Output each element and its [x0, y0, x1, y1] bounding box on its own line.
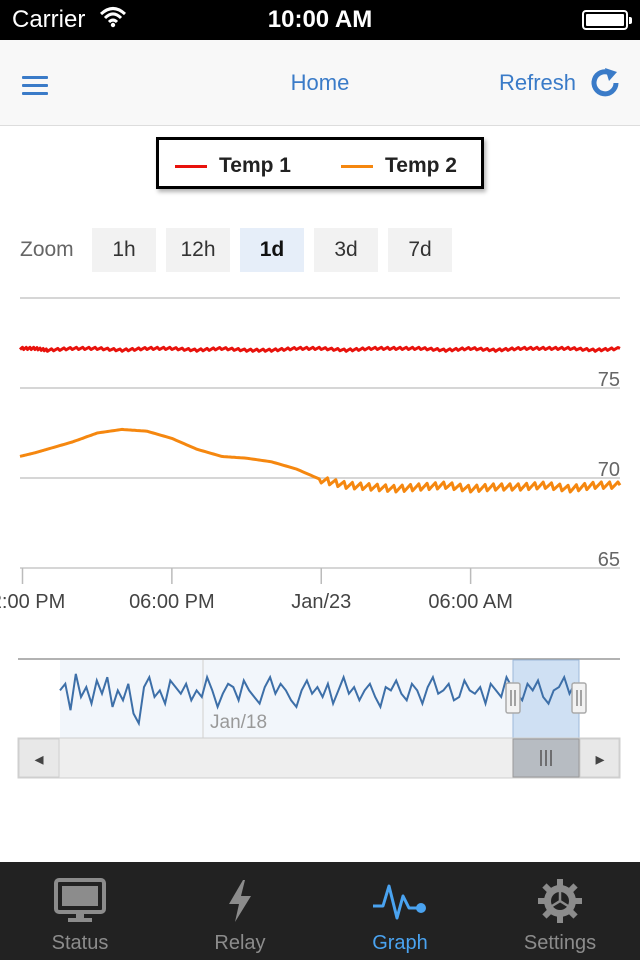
chart-legend: Temp 1 Temp 2 — [156, 137, 484, 189]
x-tick-label: Jan/23 — [291, 591, 351, 613]
tab-label: Status — [51, 932, 109, 954]
navigator-date-label: Jan/18 — [210, 712, 267, 733]
wifi-icon — [99, 6, 127, 33]
x-tick-label: 12:00 PM — [0, 591, 65, 613]
zoom-1h-button[interactable]: 1h — [92, 228, 156, 272]
legend-item-temp-1[interactable]: Temp 1 — [175, 154, 291, 178]
refresh-icon — [591, 68, 619, 97]
scrollbar-right-arrow-icon: ▸ — [595, 749, 604, 770]
tab-bar: Status Relay Graph — [0, 862, 640, 960]
temperature-chart[interactable]: 75 70 65 12:00 PM 06:00 PM Jan/23 06:00 AM — [0, 280, 640, 620]
refresh-button[interactable]: Refresh — [499, 66, 622, 100]
page-title: Home — [290, 70, 350, 95]
navigator-series-line — [59, 673, 581, 727]
y-tick-label: 65 — [598, 549, 620, 571]
legend-swatch — [341, 164, 373, 168]
legend-label: Temp 1 — [219, 154, 291, 177]
monitor-icon — [54, 878, 106, 929]
menu-icon[interactable] — [22, 76, 48, 96]
lightning-icon — [225, 878, 255, 929]
carrier-label: Carrier — [12, 6, 86, 33]
zoom-label: Zoom — [20, 238, 74, 261]
tab-label: Relay — [214, 932, 266, 954]
x-tick-label: 06:00 AM — [428, 591, 513, 613]
y-tick-label: 75 — [598, 369, 620, 391]
x-tick-label: 06:00 PM — [129, 591, 215, 613]
refresh-label: Refresh — [498, 70, 576, 95]
battery-icon — [582, 10, 632, 30]
tab-graph[interactable]: Graph — [320, 862, 480, 960]
legend-item-temp-2[interactable]: Temp 2 — [341, 154, 457, 178]
status-bar: Carrier 10:00 AM — [0, 0, 640, 40]
tab-status[interactable]: Status — [0, 862, 160, 960]
tab-label: Settings — [523, 932, 597, 954]
zoom-7d-button[interactable]: 7d — [388, 228, 452, 272]
scrollbar-left-button[interactable] — [18, 738, 60, 778]
navigator-background — [60, 660, 513, 738]
nav-bar: Home Refresh — [0, 40, 640, 126]
series-line-temp-1 — [18, 345, 621, 353]
legend-swatch — [175, 164, 207, 168]
navigator-selection — [512, 659, 580, 739]
y-tick-label: 70 — [598, 459, 620, 481]
clock: 10:00 AM — [267, 6, 373, 33]
tab-label: Graph — [372, 932, 428, 954]
tab-relay[interactable]: Relay — [160, 862, 320, 960]
legend-label: Temp 2 — [385, 154, 457, 177]
series-line-temp-2 — [19, 427, 622, 494]
chart-navigator[interactable]: Jan/18 ◂ ▸ — [0, 650, 640, 782]
zoom-12h-button[interactable]: 12h — [166, 228, 230, 272]
gear-icon — [537, 878, 583, 929]
scrollbar-right-button[interactable] — [579, 738, 620, 778]
navigator-left-handle[interactable] — [505, 682, 521, 714]
tab-settings[interactable]: Settings — [480, 862, 640, 960]
zoom-1d-button[interactable]: 1d — [240, 228, 304, 272]
navigator-right-handle[interactable] — [571, 682, 587, 714]
zoom-3d-button[interactable]: 3d — [314, 228, 378, 272]
pulse-icon — [371, 878, 429, 929]
scrollbar-left-arrow-icon: ◂ — [34, 749, 43, 770]
